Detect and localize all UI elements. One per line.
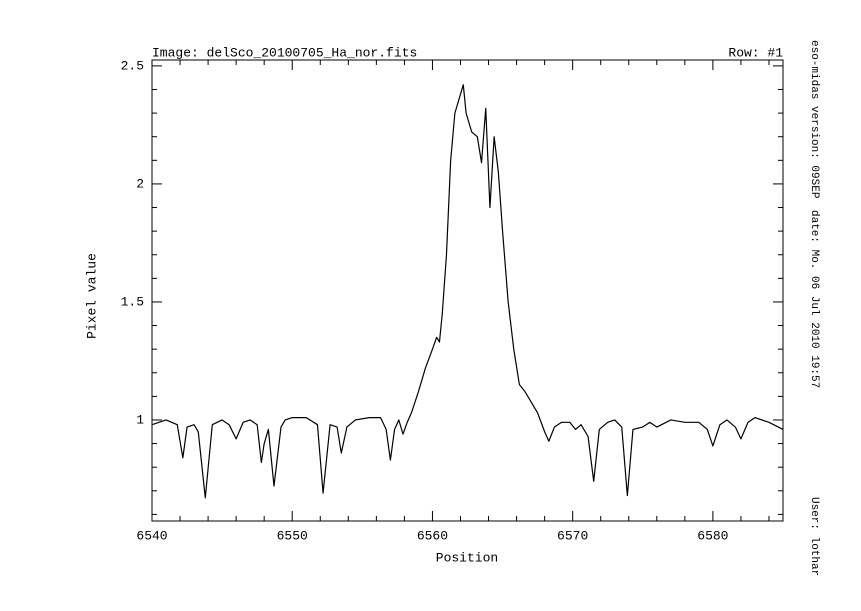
x-tick-label: 6540: [136, 528, 167, 543]
spectrum-line: [151, 84, 784, 499]
x-tick-label: 6570: [557, 528, 588, 543]
y-tick-label: 1.5: [121, 294, 144, 309]
y-tick-label: 2.5: [121, 58, 144, 73]
side-note: eso-midas version: 09SEP: [808, 40, 820, 199]
x-tick-label: 6550: [277, 528, 308, 543]
side-note: User: lothar: [808, 497, 820, 576]
chart-title: Image: delSco_20100705_Ha_nor.fits: [152, 45, 417, 60]
x-tick-label: 6580: [697, 528, 728, 543]
y-tick-label: 2: [136, 176, 144, 191]
row-label: Row: #1: [728, 45, 783, 60]
x-tick-label: 6560: [417, 528, 448, 543]
y-axis-label: Pixel value: [84, 253, 99, 339]
x-axis-label: Position: [436, 550, 498, 565]
side-note: date: Mo. 06 Jul 2010 19:57: [808, 210, 820, 388]
plot-frame: [151, 59, 784, 522]
y-tick-label: 1: [136, 412, 144, 427]
